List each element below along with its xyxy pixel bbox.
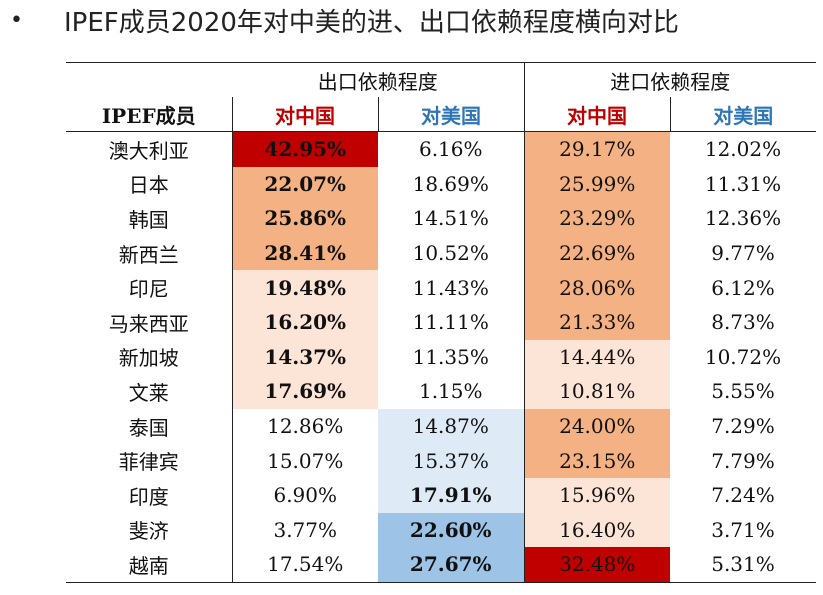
member-name-cell: 韩国 — [128, 207, 169, 232]
export-china-cell: 14.37% — [231, 339, 378, 375]
import-china-cell: 24.00% — [523, 408, 670, 444]
table-row: 日本 22.07% 18.69% 25.99% 11.31% — [66, 166, 816, 202]
export-us-cell: 17.91% — [378, 477, 524, 513]
table-row: 泰国 12.86% 14.87% 24.00% 7.29% — [66, 408, 816, 444]
table-row: 菲律宾 15.07% 15.37% 23.15% 7.79% — [66, 443, 816, 478]
import-us-cell: 3.71% — [711, 517, 775, 542]
export-china-cell: 3.77% — [231, 512, 378, 548]
import-china-cell: 22.69% — [523, 235, 670, 271]
bullet-icon: • — [10, 7, 23, 33]
member-name-cell: 泰国 — [128, 415, 169, 440]
import-china-cell: 32.48% — [523, 547, 670, 583]
member-name-cell: 日本 — [128, 173, 169, 198]
import-china-header: 对中国 — [523, 97, 670, 132]
table-row: 马来西亚 16.20% 11.11% 21.33% 8.73% — [66, 304, 816, 340]
import-us-cell: 7.79% — [711, 448, 775, 473]
export-us-cell: 11.43% — [412, 275, 489, 300]
export-us-cell: 14.87% — [378, 408, 524, 444]
import-china-cell: 28.06% — [523, 270, 670, 305]
member-name-cell: 印尼 — [128, 277, 169, 302]
import-china-cell: 25.99% — [523, 166, 670, 202]
import-dependency-header: 进口依赖程度 — [523, 62, 816, 97]
export-china-cell: 15.07% — [231, 443, 378, 478]
table-body: 澳大利亚 42.95% 6.16% 29.17% 12.02% 日本 22.07% 18.69… — [66, 131, 816, 583]
export-china-cell: 17.54% — [231, 547, 378, 583]
import-china-cell: 23.15% — [523, 443, 670, 478]
export-us-cell: 22.60% — [378, 512, 524, 548]
export-china-cell: 42.95% — [231, 131, 378, 167]
export-us-cell: 1.15% — [418, 379, 483, 404]
import-us-header: 对美国 — [669, 97, 816, 132]
export-china-cell: 17.69% — [231, 374, 378, 409]
export-us-cell: 11.35% — [412, 344, 489, 369]
import-us-cell: 12.02% — [704, 137, 782, 162]
export-us-cell: 6.16% — [418, 137, 483, 162]
export-china-cell: 6.90% — [231, 477, 378, 513]
table-row: 文莱 17.69% 1.15% 10.81% 5.55% — [66, 374, 816, 409]
import-us-cell: 5.31% — [670, 547, 816, 583]
export-china-cell: 16.20% — [231, 304, 378, 340]
table-row: 印尼 19.48% 11.43% 28.06% 6.12% — [66, 270, 816, 305]
import-us-cell: 5.55% — [711, 379, 775, 404]
import-china-cell: 14.44% — [523, 339, 670, 375]
table-row: 越南 17.54% 27.67% 32.48% 5.31% — [66, 547, 816, 583]
member-name-cell: 文莱 — [128, 380, 169, 405]
import-us-cell: 7.29% — [711, 414, 775, 439]
member-column-header: IPEF成员 — [66, 97, 232, 132]
table-row: 韩国 25.86% 14.51% 23.29% 12.36% — [66, 201, 816, 236]
table-row: 新加坡 14.37% 11.35% 14.44% 10.72% — [66, 339, 816, 375]
import-china-cell: 21.33% — [523, 304, 670, 340]
export-china-header: 对中国 — [231, 97, 378, 132]
import-us-cell: 6.12% — [711, 275, 775, 300]
member-name-cell: 马来西亚 — [108, 311, 189, 336]
export-us-cell: 15.37% — [378, 443, 524, 478]
export-china-cell: 19.48% — [231, 270, 378, 305]
import-china-cell: 23.29% — [523, 201, 670, 236]
export-us-cell: 14.51% — [412, 206, 489, 231]
export-china-cell: 12.86% — [231, 408, 378, 444]
member-name-cell: 新加坡 — [118, 346, 179, 371]
import-china-cell: 16.40% — [523, 512, 670, 548]
dependency-table: 出口依赖程度 进口依赖程度 IPEF成员 对中国 对美国 对中国 对美国 澳大利… — [66, 62, 816, 583]
export-us-header: 对美国 — [377, 97, 524, 132]
member-name-cell: 菲律宾 — [118, 450, 179, 475]
export-china-cell: 25.86% — [231, 201, 378, 236]
member-name-cell: 越南 — [66, 547, 232, 583]
import-us-cell: 10.72% — [704, 344, 782, 369]
export-china-cell: 22.07% — [231, 166, 378, 202]
import-china-cell: 15.96% — [523, 477, 670, 513]
member-name-cell: 澳大利亚 — [108, 138, 189, 163]
export-dependency-header: 出口依赖程度 — [232, 62, 524, 97]
export-us-cell: 18.69% — [412, 171, 489, 196]
import-us-cell: 7.24% — [711, 483, 775, 508]
export-us-cell: 10.52% — [412, 241, 489, 266]
table-row: 新西兰 28.41% 10.52% 22.69% 9.77% — [66, 235, 816, 271]
member-name-cell: 斐济 — [128, 519, 169, 544]
slide-title-text: IPEF成员2020年对中美的进、出口依赖程度横向对比 — [64, 7, 679, 38]
import-us-cell: 12.36% — [704, 206, 782, 231]
import-us-cell: 8.73% — [711, 310, 775, 335]
export-us-cell: 11.11% — [412, 310, 489, 335]
slide-title: • IPEF成员2020年对中美的进、出口依赖程度横向对比 — [10, 0, 679, 40]
table-corner — [66, 62, 232, 97]
member-name-cell: 印度 — [128, 484, 169, 509]
table-row: 印度 6.90% 17.91% 15.96% 7.24% — [66, 477, 816, 513]
import-china-cell: 10.81% — [523, 374, 670, 409]
import-china-cell: 29.17% — [523, 131, 670, 167]
import-us-cell: 11.31% — [704, 171, 782, 196]
import-us-cell: 9.77% — [711, 241, 775, 266]
table-row: 斐济 3.77% 22.60% 16.40% 3.71% — [66, 512, 816, 548]
export-china-cell: 28.41% — [231, 235, 378, 271]
member-name-cell: 新西兰 — [118, 242, 179, 267]
export-us-cell: 27.67% — [378, 547, 524, 583]
table-row: 澳大利亚 42.95% 6.16% 29.17% 12.02% — [66, 131, 816, 167]
